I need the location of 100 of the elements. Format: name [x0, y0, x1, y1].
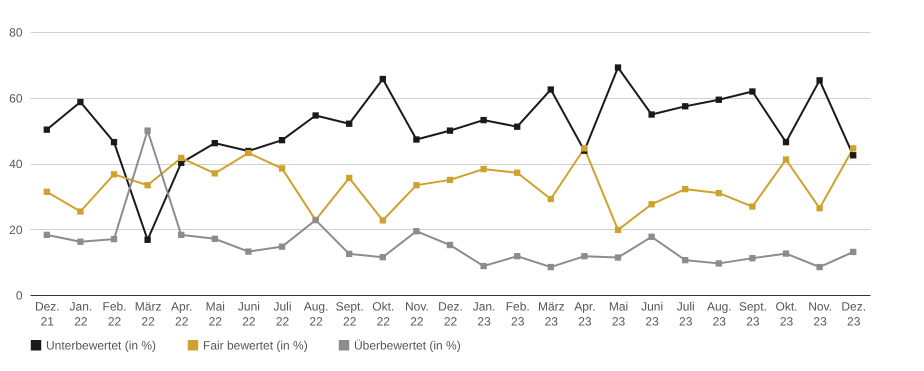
- point: [346, 250, 352, 258]
- point: [782, 250, 790, 257]
- point: [144, 182, 151, 188]
- point: [480, 166, 487, 172]
- point: [816, 77, 823, 84]
- point: [380, 254, 386, 260]
- point: [581, 253, 588, 260]
- point: [648, 234, 655, 240]
- legend-label: Überbewertet (in %): [354, 338, 461, 352]
- point: [144, 236, 151, 243]
- point: [380, 76, 386, 82]
- point: [413, 182, 420, 188]
- x-tick-label: Aug. 22: [304, 300, 328, 328]
- point: [716, 260, 722, 267]
- point: [346, 174, 352, 182]
- point: [144, 127, 151, 134]
- point: [312, 112, 319, 119]
- point: [77, 238, 84, 245]
- point: [514, 170, 520, 176]
- x-tick-label: Feb. 23: [506, 300, 530, 328]
- x-tick-label: Okt. 23: [775, 300, 798, 328]
- x-tick-label: Feb. 22: [102, 300, 127, 328]
- point: [682, 103, 688, 110]
- point: [782, 138, 790, 146]
- y-tick-label: 80: [9, 26, 23, 40]
- point: [110, 138, 118, 146]
- x-tick-label: Sept. 23: [738, 300, 767, 328]
- y-tick-label: 20: [9, 222, 23, 237]
- x-tick-label: Sept. 22: [336, 300, 364, 328]
- x-tick-label: Nov. 23: [808, 300, 832, 328]
- point: [614, 254, 622, 261]
- point: [44, 188, 50, 195]
- point: [682, 256, 688, 264]
- x-tick-label: Jan. 22: [70, 300, 92, 328]
- x-tick-label: März 22: [134, 300, 162, 328]
- point: [782, 156, 790, 163]
- point: [346, 120, 352, 127]
- x-tick-label: Okt. 22: [372, 300, 394, 328]
- point: [178, 232, 184, 238]
- point: [648, 201, 655, 208]
- point: [548, 264, 554, 270]
- point: [44, 126, 50, 133]
- point: [716, 190, 722, 196]
- point: [749, 88, 756, 95]
- point: [614, 226, 622, 234]
- point: [816, 264, 823, 270]
- point: [548, 86, 554, 93]
- point: [816, 205, 823, 212]
- legend-label: Fair bewertet (in %): [203, 338, 308, 352]
- x-tick-label: Apr. 22: [171, 300, 192, 328]
- point: [446, 127, 454, 134]
- point: [212, 170, 218, 177]
- x-tick-label: Juli 23: [676, 300, 695, 328]
- point: [850, 248, 856, 256]
- point: [212, 140, 218, 146]
- point: [278, 165, 286, 172]
- y-tick-label: 0: [16, 288, 23, 302]
- x-tick-label: Jan. 23: [472, 300, 496, 328]
- x-tick-label: Juni 23: [641, 300, 664, 328]
- x-tick-label: März 23: [538, 300, 565, 328]
- point: [648, 111, 655, 118]
- point: [278, 136, 286, 144]
- point: [514, 253, 520, 260]
- x-tick-label: Mai 22: [206, 300, 225, 328]
- point: [212, 236, 218, 242]
- point: [44, 232, 50, 238]
- point: [581, 145, 588, 152]
- point: [480, 262, 487, 270]
- x-tick-label: Apr. 23: [574, 300, 596, 328]
- x-tick-label: Nov. 22: [405, 300, 429, 328]
- x-tick-label: Dez. 21: [34, 300, 60, 328]
- y-tick-label: 60: [9, 91, 23, 106]
- point: [682, 186, 688, 192]
- point: [278, 244, 286, 250]
- point: [413, 136, 420, 143]
- x-tick-label: Mai 23: [608, 300, 628, 328]
- point: [850, 145, 856, 152]
- point: [614, 64, 622, 71]
- point: [850, 152, 856, 158]
- point: [446, 242, 454, 248]
- x-tick-label: Dez. 22: [438, 300, 463, 328]
- x-tick-label: Dez. 23: [841, 300, 866, 328]
- point: [413, 228, 420, 234]
- point: [77, 98, 84, 106]
- point: [548, 196, 554, 202]
- x-tick-label: Juni 22: [238, 300, 260, 328]
- point: [245, 248, 252, 255]
- point: [178, 154, 184, 162]
- point: [480, 116, 487, 124]
- point: [110, 171, 118, 178]
- point: [749, 203, 756, 210]
- point: [77, 208, 84, 215]
- legend-label: Unterbewertet (in %): [46, 338, 156, 352]
- y-tick-label: 40: [9, 157, 23, 171]
- point: [380, 217, 386, 224]
- point: [110, 236, 118, 242]
- x-tick-label: Aug. 23: [706, 300, 732, 328]
- point: [446, 176, 454, 184]
- x-tick-label: Juli 22: [273, 300, 292, 328]
- point: [716, 96, 722, 103]
